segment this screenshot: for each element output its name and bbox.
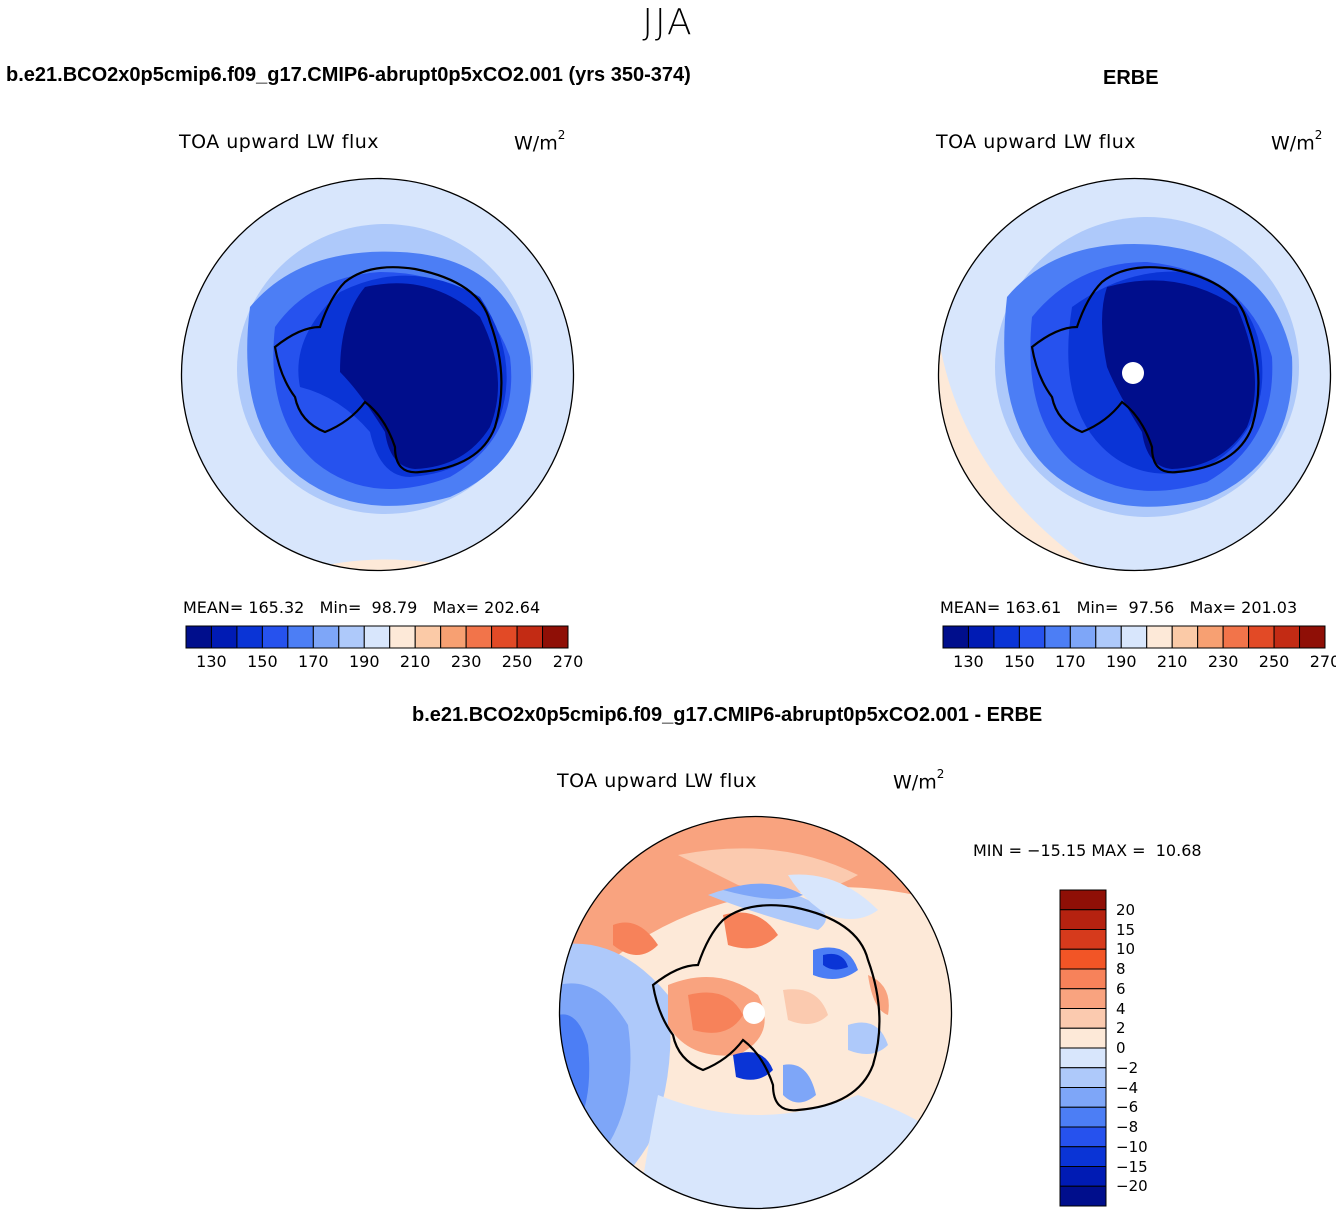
diff-colorbar-tick-label: −2 xyxy=(1116,1058,1139,1077)
diff-polar-map xyxy=(558,815,953,1210)
model-colorbar-swatch xyxy=(491,625,518,649)
diff-colorbar-tick-label: 15 xyxy=(1116,920,1136,939)
diff-panel-title: b.e21.BCO2x0p5cmip6.f09_g17.CMIP6-abrupt… xyxy=(412,704,1043,726)
obs-colorbar-swatch xyxy=(993,625,1020,649)
obs-colorbar-swatch xyxy=(1146,625,1173,649)
model-colorbar-tick-label: 130 xyxy=(196,652,227,671)
model-colorbar-swatch xyxy=(287,625,314,649)
diff-colorbar-tick-label: −10 xyxy=(1116,1137,1148,1156)
diff-colorbar-swatch xyxy=(1059,988,1107,1009)
model-colorbar xyxy=(185,625,569,649)
model-colorbar-swatch xyxy=(465,625,493,649)
model-colorbar-swatch xyxy=(185,625,212,649)
diff-variable-label: TOA upward LW flux xyxy=(557,770,758,792)
model-stats: MEAN= 165.32 Min= 98.79 Max= 202.64 xyxy=(183,598,541,617)
model-colorbar-swatch xyxy=(312,625,340,649)
diff-colorbar-swatch xyxy=(1059,889,1107,911)
diff-colorbar-tick-label: 6 xyxy=(1116,979,1126,998)
obs-colorbar-swatch xyxy=(1197,625,1224,649)
obs-colorbar-tick-label: 270 xyxy=(1309,652,1336,671)
obs-colorbar-ticks: 130 150 170 190 210 230 250 270 xyxy=(943,652,1336,674)
model-colorbar-swatch xyxy=(210,625,238,649)
obs-colorbar-swatch xyxy=(1044,625,1071,649)
diff-colorbar-tick-label: 2 xyxy=(1116,1019,1126,1038)
diff-colorbar-tick-label: −20 xyxy=(1116,1177,1148,1196)
obs-units-label: W/m2 xyxy=(1271,128,1323,155)
diff-colorbar-ticks: 20 15 10 8 6 4 2 0 −2 −4 −6 −8 −10 −15 −20 xyxy=(1116,890,1176,1206)
model-units-label: W/m2 xyxy=(514,128,566,155)
diff-colorbar-tick-label: −8 xyxy=(1116,1118,1139,1136)
diff-colorbar-tick-label: 4 xyxy=(1116,999,1126,1018)
obs-colorbar-tick-label: 230 xyxy=(1207,652,1239,671)
model-colorbar-tick-label: 150 xyxy=(247,652,278,671)
obs-colorbar-swatch xyxy=(1120,625,1148,649)
diff-colorbar-swatch xyxy=(1059,1166,1107,1187)
model-colorbar-tick-label: 270 xyxy=(552,652,584,671)
obs-variable-label: TOA upward LW flux xyxy=(936,131,1137,153)
obs-colorbar-swatch xyxy=(1222,625,1250,649)
model-colorbar-swatch xyxy=(363,625,391,649)
obs-colorbar-swatch xyxy=(942,625,969,649)
diff-colorbar-swatch xyxy=(1059,1027,1107,1049)
obs-colorbar-swatch xyxy=(1095,625,1122,649)
diff-colorbar-swatch xyxy=(1059,1185,1107,1207)
diff-colorbar-tick-label: 8 xyxy=(1116,960,1126,978)
obs-colorbar-tick-label: 150 xyxy=(1004,652,1035,671)
model-colorbar-swatch xyxy=(414,625,442,649)
diff-units-label: W/m2 xyxy=(893,767,945,794)
model-colorbar-ticks: 130 150 170 190 210 230 250 270 xyxy=(186,652,583,674)
diff-colorbar-swatch xyxy=(1059,1126,1107,1148)
diff-colorbar-tick-label: −6 xyxy=(1116,1098,1139,1117)
diff-colorbar-swatch xyxy=(1059,1106,1107,1128)
model-colorbar-tick-label: 170 xyxy=(298,652,329,671)
model-colorbar-swatch xyxy=(542,625,569,649)
diff-colorbar-swatch xyxy=(1059,1087,1107,1108)
diff-colorbar-swatch xyxy=(1059,929,1107,950)
diff-colorbar xyxy=(1059,889,1107,1207)
diff-colorbar-swatch xyxy=(1059,909,1107,930)
obs-colorbar-swatch xyxy=(1273,625,1301,649)
obs-colorbar-tick-label: 170 xyxy=(1055,652,1086,671)
obs-colorbar-tick-label: 210 xyxy=(1156,652,1188,671)
obs-polar-map xyxy=(937,177,1332,572)
obs-colorbar-swatch xyxy=(967,625,995,649)
obs-colorbar-swatch xyxy=(1248,625,1275,649)
model-panel-title: b.e21.BCO2x0p5cmip6.f09_g17.CMIP6-abrupt… xyxy=(6,64,691,86)
model-colorbar-swatch xyxy=(236,625,263,649)
model-colorbar-swatch xyxy=(389,625,416,649)
season-title: JJA xyxy=(642,2,694,43)
obs-colorbar-swatch xyxy=(1069,625,1097,649)
obs-stats: MEAN= 163.61 Min= 97.56 Max= 201.03 xyxy=(940,598,1298,617)
diff-colorbar-swatch xyxy=(1059,948,1107,970)
obs-colorbar-swatch xyxy=(1299,625,1326,649)
diff-colorbar-tick-label: 10 xyxy=(1116,940,1136,959)
diff-colorbar-swatch xyxy=(1059,1047,1107,1069)
model-colorbar-swatch xyxy=(261,625,289,649)
model-colorbar-tick-label: 210 xyxy=(399,652,431,671)
obs-colorbar xyxy=(942,625,1326,649)
diff-colorbar-swatch xyxy=(1059,1067,1107,1088)
model-colorbar-swatch xyxy=(440,625,467,649)
diff-stats: MIN = −15.15 MAX = 10.68 xyxy=(973,841,1202,860)
obs-colorbar-tick-label: 250 xyxy=(1258,652,1290,671)
diff-colorbar-swatch xyxy=(1059,968,1107,990)
model-colorbar-tick-label: 250 xyxy=(501,652,533,671)
obs-colorbar-swatch xyxy=(1171,625,1199,649)
obs-colorbar-swatch xyxy=(1018,625,1046,649)
model-colorbar-swatch xyxy=(338,625,365,649)
obs-colorbar-tick-label: 190 xyxy=(1105,652,1137,671)
diff-colorbar-tick-label: 20 xyxy=(1116,900,1136,919)
model-polar-map xyxy=(180,177,575,572)
diff-colorbar-tick-label: 0 xyxy=(1116,1039,1126,1057)
model-colorbar-tick-label: 230 xyxy=(450,652,482,671)
model-variable-label: TOA upward LW flux xyxy=(179,131,380,153)
obs-colorbar-tick-label: 130 xyxy=(953,652,984,671)
model-colorbar-tick-label: 190 xyxy=(348,652,380,671)
diff-colorbar-swatch xyxy=(1059,1008,1107,1029)
obs-panel-title: ERBE xyxy=(1103,67,1159,89)
diff-colorbar-swatch xyxy=(1059,1146,1107,1167)
diff-colorbar-tick-label: −15 xyxy=(1116,1157,1148,1176)
diff-colorbar-tick-label: −4 xyxy=(1116,1078,1139,1097)
model-colorbar-swatch xyxy=(516,625,544,649)
